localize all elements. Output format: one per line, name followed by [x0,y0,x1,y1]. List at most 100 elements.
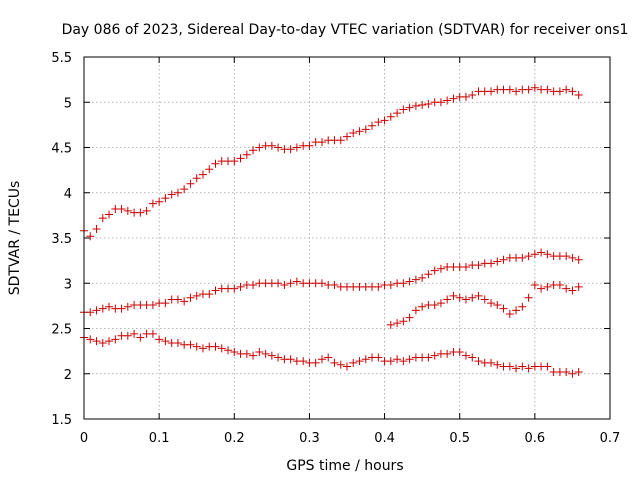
data-point [292,277,301,286]
data-point [343,132,351,141]
data-point [505,85,514,94]
data-point [230,157,239,166]
data-point [562,284,571,293]
y-tick-label: 1.5 [51,413,72,428]
data-point [211,286,220,295]
data-point [386,357,395,366]
data-point [443,96,452,105]
data-point [480,295,489,304]
data-point [98,214,107,223]
data-point [205,165,214,174]
chart-title: Day 086 of 2023, Sidereal Day-to-day VTE… [62,22,629,38]
data-point [430,266,439,275]
data-point [487,358,496,367]
data-point [249,146,258,155]
data-point [512,364,521,373]
series-satellite-d [386,281,583,329]
data-point [98,338,107,347]
data-point [386,281,395,290]
y-tick-label: 4 [64,187,72,202]
data-point [136,333,145,342]
data-point [374,353,383,362]
data-point [299,357,308,366]
data-point [562,85,571,94]
data-point [537,248,546,257]
data-point [217,344,226,353]
series-satellite-a [80,83,583,241]
data-point [461,295,470,304]
data-point [537,284,546,293]
data-point [393,355,402,364]
data-point [349,358,358,367]
data-point [261,349,270,358]
y-tick-label: 3.5 [51,232,72,247]
data-point [449,291,458,300]
data-point [543,282,552,291]
data-point [424,100,433,109]
data-point [117,205,126,214]
data-point [493,257,502,266]
data-point [399,105,408,114]
data-point [155,197,164,206]
data-point [405,355,414,364]
data-point [455,293,464,302]
data-point [499,304,508,313]
y-tick-label: 2 [64,368,72,383]
data-point [236,282,245,291]
series-satellite-c [80,329,583,378]
x-tick-label: 0.4 [374,431,395,446]
data-point [487,87,496,96]
data-point [399,317,408,326]
data-point [562,367,571,376]
data-point [530,250,539,259]
data-point [562,252,571,261]
data-point [286,279,295,288]
data-point [186,179,195,188]
data-point [568,253,577,262]
data-point [148,199,157,208]
data-point [530,83,539,92]
data-point [568,286,577,295]
data-point [148,300,157,309]
data-point [574,91,583,100]
data-point [186,340,195,349]
data-point [411,101,420,110]
data-point [555,281,564,290]
data-point [443,349,452,358]
data-point [386,112,395,121]
data-point [242,349,251,358]
data-point [343,362,351,371]
data-point [405,313,414,322]
data-point [86,335,95,344]
data-point [324,353,333,362]
data-point [418,100,427,109]
data-point [430,351,439,360]
data-point [505,362,514,371]
data-point [173,295,182,304]
data-point [117,304,126,313]
data-point [274,143,283,152]
x-tick-label: 0.1 [149,431,170,446]
data-point [524,293,533,302]
data-point [543,362,552,371]
x-tick-label: 0.2 [224,431,245,446]
data-point [543,85,552,94]
data-point [574,255,583,264]
data-point [405,103,414,112]
data-point [130,329,139,338]
data-point [493,300,502,309]
data-point [524,252,533,261]
data-point [474,357,483,366]
data-point [330,358,339,367]
data-point [249,351,258,360]
plot-frame [83,56,611,420]
data-point [430,300,439,309]
data-point [512,306,521,315]
data-point [512,87,521,96]
data-point [461,262,470,271]
data-point [274,353,283,362]
data-point [330,281,339,290]
data-point [92,224,101,233]
data-point [374,282,383,291]
